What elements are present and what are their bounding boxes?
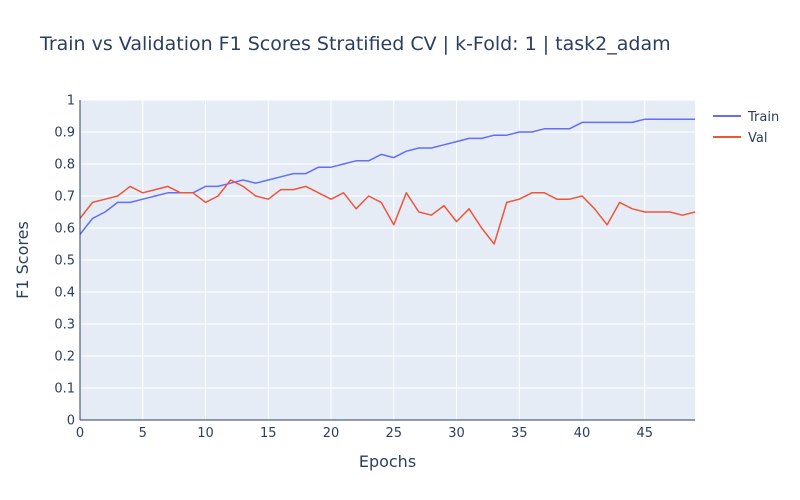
y-tick-label: 0.1 <box>54 382 75 397</box>
x-tick-label: 15 <box>260 426 277 441</box>
y-tick-label: 1 <box>67 94 75 109</box>
x-axis-title: Epochs <box>359 452 416 471</box>
x-tick-label: 25 <box>386 426 403 441</box>
y-tick-label: 0.6 <box>54 222 75 237</box>
legend-item-val[interactable]: Val <box>713 131 767 146</box>
legend[interactable]: Train Val <box>713 110 779 146</box>
y-tick-label: 0.3 <box>54 318 75 333</box>
legend-label: Train <box>747 110 779 125</box>
x-tick-label: 35 <box>511 426 528 441</box>
x-tick-label: 10 <box>197 426 214 441</box>
y-tick-label: 0.4 <box>54 286 75 301</box>
y-tick-label: 0.9 <box>54 126 75 141</box>
y-tick-labels: 0 0.1 0.2 0.3 0.4 0.5 0.6 0.7 0.8 0.9 1 <box>54 94 75 429</box>
series-line-val <box>79 179 696 245</box>
x-tick-label: 30 <box>448 426 465 441</box>
legend-label: Val <box>748 131 767 146</box>
x-tick-labels: 0 5 10 15 20 25 30 35 40 45 <box>76 426 653 441</box>
legend-item-train[interactable]: Train <box>713 110 779 125</box>
y-tick-label: 0.5 <box>54 254 75 269</box>
x-tick-label: 0 <box>76 426 84 441</box>
y-tick-label: 0.7 <box>54 190 75 205</box>
chart-title: Train vs Validation F1 Scores Stratified… <box>39 33 671 55</box>
y-tick-label: 0 <box>67 414 75 429</box>
x-tick-label: 40 <box>574 426 591 441</box>
y-tick-label: 0.2 <box>54 350 75 365</box>
y-gridlines <box>80 99 695 389</box>
x-tick-label: 45 <box>637 426 654 441</box>
x-tick-label: 20 <box>323 426 340 441</box>
series-layer <box>79 118 696 245</box>
y-axis-title: F1 Scores <box>13 221 32 299</box>
x-tick-label: 5 <box>139 426 147 441</box>
y-tick-label: 0.8 <box>54 158 75 173</box>
